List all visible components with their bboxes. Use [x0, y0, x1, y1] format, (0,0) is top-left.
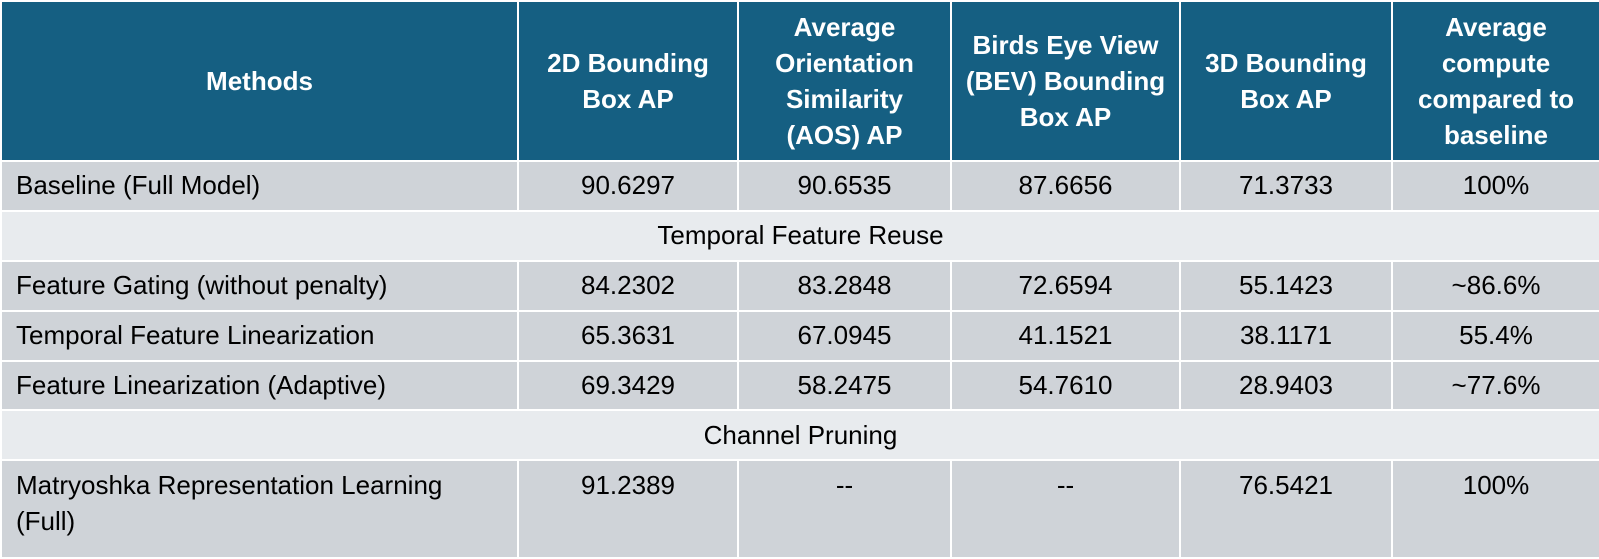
bbox3d-cell: 55.1423 — [1179, 259, 1393, 312]
compute-cell: 100% — [1391, 459, 1599, 559]
aos-cell: 58.2475 — [737, 359, 952, 412]
compute-cell: ~77.6% — [1391, 359, 1599, 412]
compute-cell: ~86.6% — [1391, 259, 1599, 312]
method-cell: Feature Linearization (Adaptive) — [0, 359, 519, 412]
bev-cell: -- — [950, 459, 1181, 559]
table-row: Matryoshka Representation Learning (Full… — [0, 459, 1599, 559]
bev-cell: 41.1521 — [950, 309, 1181, 362]
bev-cell: 54.7610 — [950, 359, 1181, 412]
bbox3d-cell: 76.5421 — [1179, 459, 1393, 559]
section-row: Channel Pruning — [0, 409, 1599, 462]
bbox2d-cell: 84.2302 — [517, 259, 739, 312]
method-cell: Baseline (Full Model) — [0, 160, 519, 212]
table-body: Baseline (Full Model) 90.6297 90.6535 87… — [0, 160, 1599, 559]
compute-cell: 55.4% — [1391, 309, 1599, 362]
header-2d-bbox-ap: 2D Bounding Box AP — [517, 0, 739, 162]
bbox2d-cell: 91.2389 — [517, 459, 739, 559]
aos-cell: 83.2848 — [737, 259, 952, 312]
header-average-compute: Average compute compared to baseline — [1391, 0, 1599, 162]
section-title: Channel Pruning — [0, 409, 1599, 462]
method-cell: Matryoshka Representation Learning (Full… — [0, 459, 519, 559]
method-cell: Feature Gating (without penalty) — [0, 259, 519, 312]
table-header: Methods 2D Bounding Box AP Average Orien… — [0, 0, 1599, 162]
bbox3d-cell: 38.1171 — [1179, 309, 1393, 362]
aos-cell: -- — [737, 459, 952, 559]
header-3d-bbox-ap: 3D Bounding Box AP — [1179, 0, 1393, 162]
header-methods: Methods — [0, 0, 519, 162]
method-cell: Temporal Feature Linearization — [0, 309, 519, 362]
aos-cell: 90.6535 — [737, 160, 952, 212]
bbox2d-cell: 65.3631 — [517, 309, 739, 362]
table-row: Temporal Feature Linearization 65.3631 6… — [0, 309, 1599, 362]
section-row: Temporal Feature Reuse — [0, 209, 1599, 262]
bbox2d-cell: 69.3429 — [517, 359, 739, 412]
table-row: Feature Gating (without penalty) 84.2302… — [0, 259, 1599, 312]
table-row: Baseline (Full Model) 90.6297 90.6535 87… — [0, 160, 1599, 212]
header-row: Methods 2D Bounding Box AP Average Orien… — [0, 0, 1599, 162]
bbox3d-cell: 71.3733 — [1179, 160, 1393, 212]
bev-cell: 72.6594 — [950, 259, 1181, 312]
header-aos-ap: Average Orientation Similarity (AOS) AP — [737, 0, 952, 162]
header-bev-bbox-ap: Birds Eye View (BEV) Bounding Box AP — [950, 0, 1181, 162]
table-row: Feature Linearization (Adaptive) 69.3429… — [0, 359, 1599, 412]
bbox3d-cell: 28.9403 — [1179, 359, 1393, 412]
bev-cell: 87.6656 — [950, 160, 1181, 212]
bbox2d-cell: 90.6297 — [517, 160, 739, 212]
section-title: Temporal Feature Reuse — [0, 209, 1599, 262]
aos-cell: 67.0945 — [737, 309, 952, 362]
compute-cell: 100% — [1391, 160, 1599, 212]
